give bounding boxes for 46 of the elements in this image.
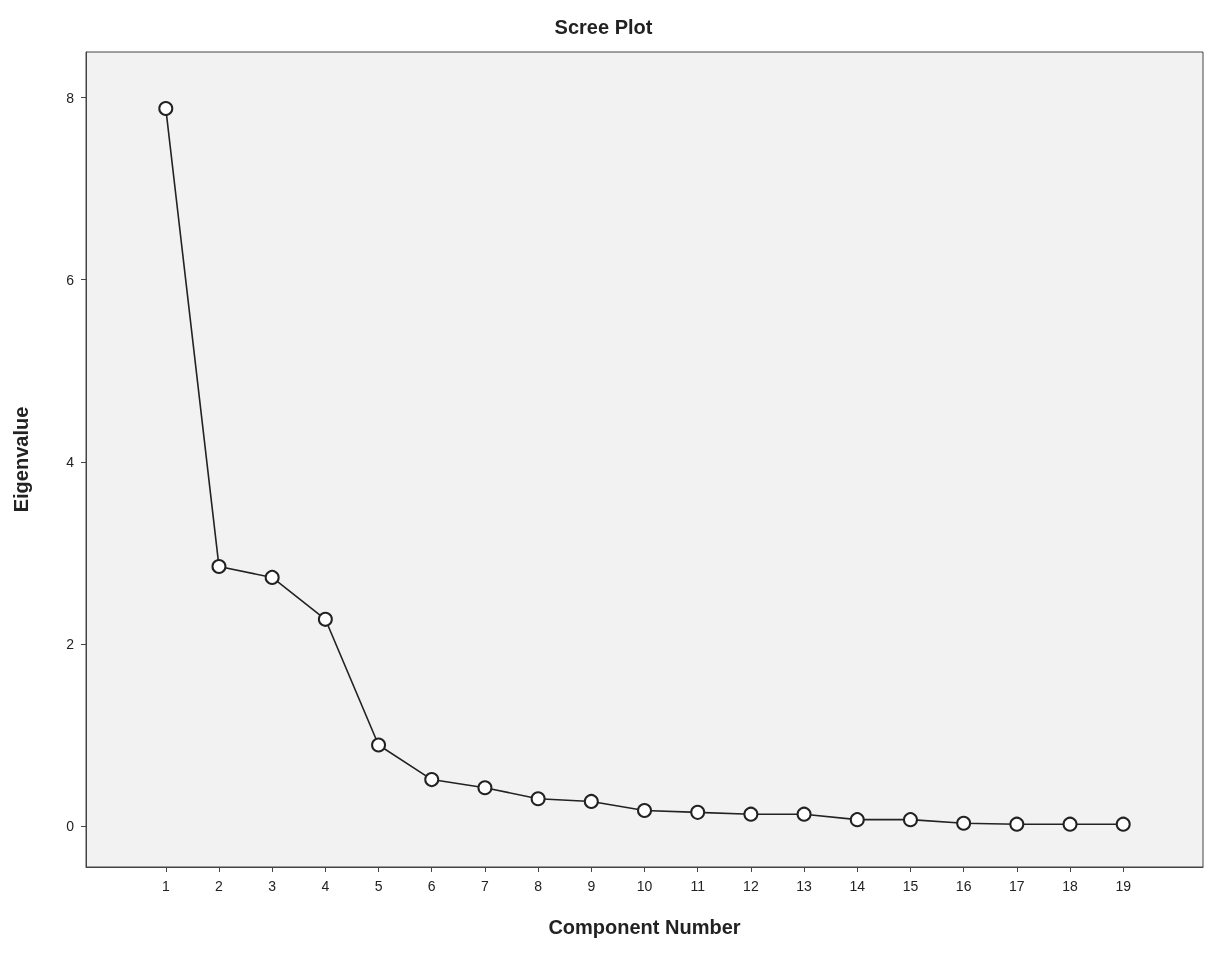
point bbox=[956, 815, 972, 831]
point bbox=[158, 100, 174, 116]
point bbox=[902, 812, 918, 828]
x-tick-label: 9 bbox=[587, 878, 596, 894]
point bbox=[743, 806, 759, 822]
y-tick-label: 0 bbox=[66, 818, 75, 835]
x-tick-label: 6 bbox=[427, 878, 436, 894]
x-tick-label: 12 bbox=[743, 878, 759, 894]
x-tick-label: 13 bbox=[796, 878, 813, 894]
x-tick-label: 5 bbox=[374, 878, 383, 894]
point bbox=[211, 559, 227, 574]
point bbox=[264, 569, 280, 585]
x-tick-label: 7 bbox=[481, 878, 490, 894]
x-tick-label: 1 bbox=[161, 878, 170, 894]
point bbox=[796, 806, 812, 822]
point bbox=[317, 611, 333, 627]
point bbox=[477, 780, 493, 796]
x-tick-label: 4 bbox=[321, 878, 330, 894]
y-tick-label: 2 bbox=[66, 635, 75, 652]
point bbox=[637, 803, 652, 819]
chart-title: Scree Plot bbox=[554, 16, 653, 38]
y-tick-label: 4 bbox=[66, 453, 75, 470]
y-axis-title: Eigenvalue bbox=[10, 406, 32, 513]
x-axis-title: Component Number bbox=[548, 916, 741, 938]
x-tick-label: 3 bbox=[268, 878, 277, 894]
x-tick-label: 8 bbox=[534, 878, 543, 894]
x-tick-label: 19 bbox=[1115, 878, 1132, 894]
x-tick-label: 14 bbox=[849, 878, 866, 894]
point bbox=[1062, 816, 1078, 832]
point bbox=[583, 793, 599, 809]
x-tick-label: 16 bbox=[955, 878, 972, 894]
y-tick-label: 8 bbox=[66, 89, 75, 106]
x-tick-label: 15 bbox=[902, 878, 919, 894]
x-tick-label: 2 bbox=[215, 878, 224, 894]
point bbox=[371, 737, 387, 753]
x-tick-label: 17 bbox=[1009, 878, 1025, 894]
point bbox=[530, 791, 546, 807]
x-tick-label: 18 bbox=[1062, 878, 1079, 894]
point bbox=[849, 812, 865, 828]
x-tick-label: 11 bbox=[690, 878, 706, 894]
y-tick-label: 6 bbox=[66, 271, 75, 288]
x-tick-label: 10 bbox=[636, 878, 653, 894]
point bbox=[424, 772, 440, 788]
point bbox=[1115, 816, 1131, 832]
point bbox=[1009, 816, 1025, 832]
point bbox=[690, 804, 706, 820]
